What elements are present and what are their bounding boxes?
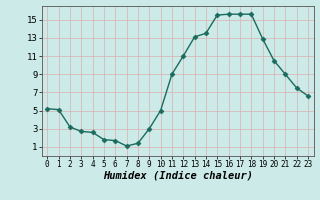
X-axis label: Humidex (Indice chaleur): Humidex (Indice chaleur): [103, 171, 252, 181]
